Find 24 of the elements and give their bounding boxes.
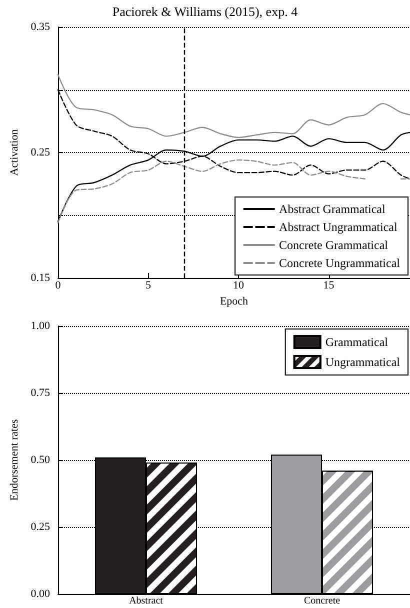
y-axis-title: Endorsement rates [8,419,20,501]
y-tick-label: 0.15 [30,272,50,284]
x-tick-label: Abstract [129,596,164,606]
legend-label: Ungrammatical [325,355,401,369]
x-tick-label: 15 [323,280,335,292]
y-tick-label: 0.75 [30,387,50,399]
x-tick-label: 0 [55,280,62,292]
y-axis-title: Activation [8,128,20,176]
legend-label: Abstract Grammatical [279,202,386,216]
x-tick-label: 5 [146,280,152,292]
y-tick-label: 0.25 [30,146,50,158]
x-tick-label: Concrete [304,596,341,606]
x-axis-title: Epoch [220,295,249,308]
y-tick-label: 0.25 [30,521,50,533]
legend-label: Concrete Grammatical [279,238,389,252]
y-tick-label: 0.35 [30,21,50,33]
legend-label: Concrete Ungrammatical [279,256,401,270]
x-tick-label: 10 [233,280,245,292]
y-tick-label: 0.00 [30,588,50,600]
y-tick-label: 0.50 [30,454,50,466]
legend-label: Abstract Ungrammatical [279,220,398,234]
y-tick-label: 1.00 [30,320,50,332]
chart-title: Paciorek & Williams (2015), exp. 4 [112,4,298,19]
legend-label: Grammatical [325,335,389,349]
